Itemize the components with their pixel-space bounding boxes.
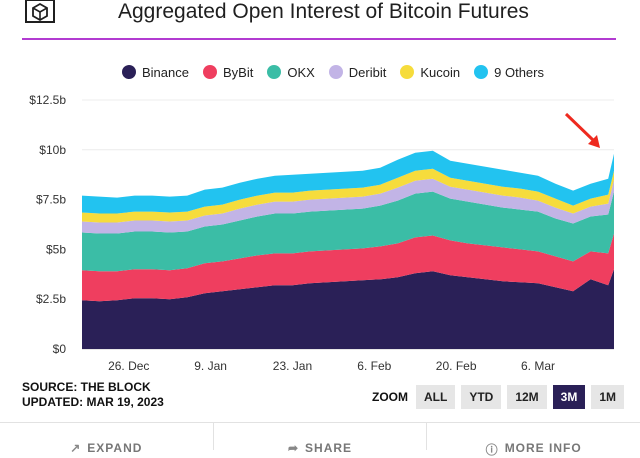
- legend-marker-icon: [122, 65, 136, 79]
- action-bar: ↗ EXPAND ➦ SHARE ⓘ MORE INFO: [0, 422, 640, 457]
- x-tick-label: 6. Mar: [521, 359, 555, 373]
- source-text: SOURCE: THE BLOCK: [22, 380, 151, 394]
- more-info-label: MORE INFO: [504, 441, 582, 455]
- legend-item-deribit[interactable]: Deribit: [328, 64, 387, 80]
- legend-item-bybit[interactable]: ByBit: [202, 64, 254, 80]
- x-tick-label: 9. Jan: [194, 359, 227, 373]
- expand-label: EXPAND: [87, 441, 143, 455]
- legend-label: ByBit: [222, 64, 254, 80]
- zoom-1m-button[interactable]: 1M: [591, 385, 625, 409]
- share-icon: ➦: [287, 441, 300, 455]
- area-series-binance[interactable]: [82, 269, 614, 349]
- legend-label: Binance: [142, 64, 189, 80]
- zoom-3m-button[interactable]: 3M: [552, 385, 586, 409]
- updated-text: UPDATED: MAR 19, 2023: [22, 395, 164, 409]
- zoom-ytd-button[interactable]: YTD: [461, 385, 502, 409]
- chart-title: Aggregated Open Interest of Bitcoin Futu…: [118, 0, 529, 23]
- zoom-12m-button[interactable]: 12M: [507, 385, 547, 409]
- legend-marker-icon: [267, 65, 282, 79]
- share-label: SHARE: [305, 441, 353, 455]
- legend-item-binance[interactable]: Binance: [122, 65, 189, 80]
- chart-legend: Binance ByBit OKX Deribit Kucoin 9 Other…: [122, 62, 544, 82]
- legend-item-9-others[interactable]: 9 Others: [474, 65, 544, 80]
- zoom-label: ZOOM: [372, 390, 408, 404]
- zoom-all-button[interactable]: ALL: [416, 385, 456, 409]
- legend-item-kucoin[interactable]: Kucoin: [400, 65, 460, 80]
- expand-icon: ↗: [70, 441, 82, 455]
- area-series-kucoin[interactable]: [82, 168, 614, 223]
- x-tick-label: 20. Feb: [436, 359, 477, 373]
- y-axis: $0 $2.5b $5b $7.5b $10b $12.5b: [29, 93, 66, 356]
- y-tick-label: $7.5b: [36, 193, 66, 207]
- y-tick-label: $0: [53, 342, 67, 356]
- legend-marker-icon: [328, 65, 343, 79]
- area-series-deribit[interactable]: [82, 178, 614, 234]
- x-axis: 26. Dec 9. Jan 23. Jan 6. Feb 20. Feb 6. Mar: [108, 359, 555, 373]
- title-divider: [22, 38, 616, 40]
- share-button[interactable]: ➦ SHARE: [214, 423, 428, 455]
- stacked-areas: [82, 150, 614, 349]
- more-info-button[interactable]: ⓘ MORE INFO: [427, 423, 640, 457]
- red-arrow-annotation-icon: [564, 112, 600, 148]
- legend-marker-icon: [474, 65, 489, 79]
- x-tick-label: 23. Jan: [273, 359, 312, 373]
- legend-label: OKX: [287, 64, 315, 80]
- area-series-9-others[interactable]: [82, 150, 614, 214]
- legend-label: 9 Others: [494, 64, 544, 80]
- x-tick-label: 26. Dec: [108, 359, 149, 373]
- info-icon: ⓘ: [485, 443, 499, 457]
- area-series-bybit[interactable]: [82, 233, 614, 302]
- legend-marker-icon: [400, 65, 415, 79]
- legend-label: Deribit: [348, 64, 387, 80]
- y-tick-label: $5b: [46, 242, 66, 256]
- legend-marker-icon: [202, 65, 217, 79]
- expand-button[interactable]: ↗ EXPAND: [0, 423, 214, 455]
- x-tick-label: 6. Feb: [357, 359, 391, 373]
- y-tick-label: $12.5b: [29, 93, 66, 107]
- area-series-okx[interactable]: [82, 191, 614, 272]
- y-tick-label: $10b: [39, 143, 66, 157]
- source-note: SOURCE: THE BLOCK UPDATED: MAR 19, 2023: [22, 380, 164, 410]
- legend-item-okx[interactable]: OKX: [267, 64, 315, 80]
- legend-label: Kucoin: [420, 64, 461, 80]
- y-tick-label: $2.5b: [36, 292, 66, 306]
- zoom-controls: ZOOM ALL YTD 12M 3M 1M: [372, 385, 625, 409]
- open-interest-chart: $0$2.5b$5b$7.5b$10b$12.5b 26. Dec 9. Jan 2…: [29, 93, 614, 373]
- the-block-logo-icon: [25, 0, 55, 23]
